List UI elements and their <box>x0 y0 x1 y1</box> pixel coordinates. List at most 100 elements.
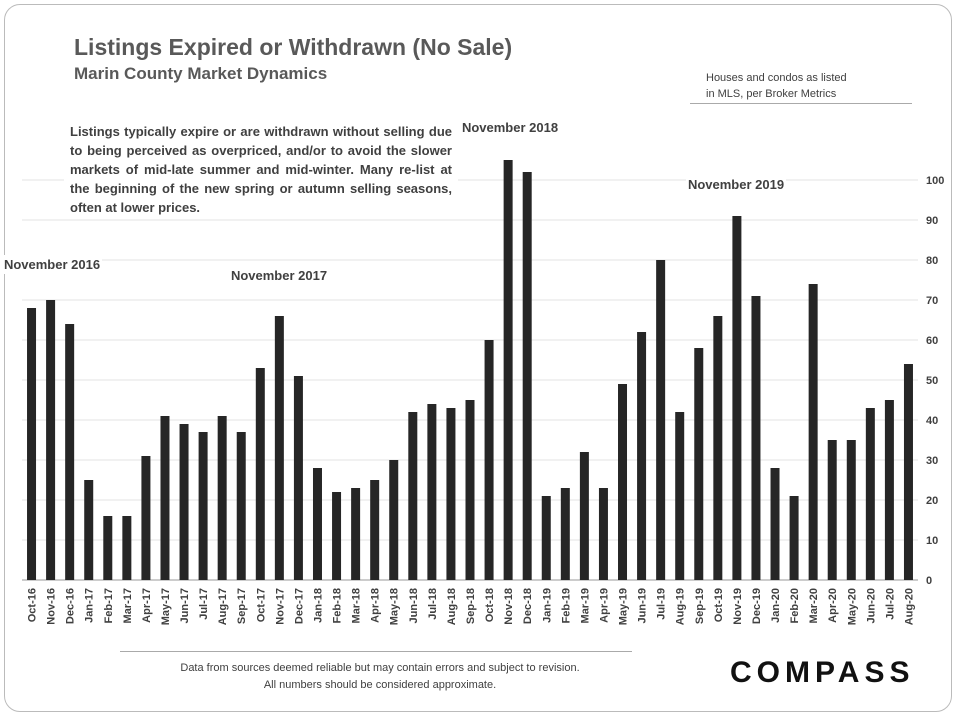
bar <box>713 316 723 580</box>
x-tick-label: Aug-19 <box>675 588 687 625</box>
bar <box>770 468 780 580</box>
x-tick-label: Jan-19 <box>541 588 553 623</box>
bar <box>789 496 799 580</box>
bar <box>312 468 322 580</box>
x-tick-label: Jan-20 <box>770 588 782 623</box>
bar <box>465 400 475 580</box>
bar <box>236 432 246 580</box>
x-tick-label: Feb-18 <box>332 588 344 623</box>
bar <box>332 492 342 580</box>
x-tick-label: May-17 <box>160 588 172 625</box>
x-tick-label: Dec-18 <box>522 588 534 624</box>
bar <box>903 364 913 580</box>
y-tick-label: 90 <box>926 215 938 227</box>
bar <box>560 488 570 580</box>
bar <box>865 408 875 580</box>
x-tick-label: Jun-20 <box>865 588 877 623</box>
bar <box>103 516 113 580</box>
x-tick-label: Apr-19 <box>598 588 610 623</box>
y-tick-label: 50 <box>926 375 938 387</box>
x-tick-label: Apr-17 <box>141 588 153 623</box>
bar <box>389 460 399 580</box>
x-tick-label: May-19 <box>618 588 630 625</box>
x-tick-label: Nov-19 <box>732 588 744 625</box>
y-tick-label: 10 <box>926 535 938 547</box>
bar <box>808 284 818 580</box>
bar <box>46 300 56 580</box>
footnote: Data from sources deemed reliable but ma… <box>120 660 640 694</box>
bar <box>65 324 75 580</box>
bar <box>618 384 628 580</box>
bar <box>579 452 589 580</box>
x-tick-label: Sep-17 <box>236 588 248 624</box>
y-tick-label: 70 <box>926 295 938 307</box>
x-tick-label: Sep-18 <box>465 588 477 624</box>
y-tick-label: 40 <box>926 415 938 427</box>
rule <box>690 103 912 104</box>
note-line: Houses and condos as listed <box>706 72 847 84</box>
x-tick-label: Jul-19 <box>656 588 668 620</box>
bar <box>675 412 685 580</box>
x-tick-label: Oct-16 <box>27 588 39 622</box>
bar <box>446 408 456 580</box>
footnote-line: Data from sources deemed reliable but ma… <box>180 662 580 674</box>
bar <box>656 260 666 580</box>
bar <box>884 400 894 580</box>
bar <box>84 480 94 580</box>
bar <box>541 496 551 580</box>
bar <box>179 424 189 580</box>
footnote-line: All numbers should be considered approxi… <box>263 679 497 691</box>
bar <box>370 480 380 580</box>
bar <box>751 296 761 580</box>
rule <box>120 651 632 652</box>
bar <box>694 348 704 580</box>
x-tick-label: Nov-17 <box>274 588 286 625</box>
y-tick-label: 60 <box>926 335 938 347</box>
x-tick-label: Jul-20 <box>884 588 896 620</box>
x-tick-label: Jun-18 <box>408 588 420 623</box>
x-tick-label: Mar-19 <box>579 588 591 623</box>
annotation: November 2019 <box>686 175 786 194</box>
x-tick-label: Aug-20 <box>903 588 915 625</box>
x-tick-label: Dec-19 <box>751 588 763 624</box>
x-tick-label: Jun-19 <box>637 588 649 623</box>
bar <box>217 416 227 580</box>
brand-logo: COMPASS <box>730 656 915 689</box>
x-tick-label: Jan-17 <box>84 588 96 623</box>
x-tick-label: May-20 <box>846 588 858 625</box>
x-tick-label: Jun-17 <box>179 588 191 623</box>
bar <box>598 488 608 580</box>
bar <box>732 216 742 580</box>
x-tick-label: Mar-20 <box>808 588 820 623</box>
bar <box>427 404 437 580</box>
note-line: in MLS, per Broker Metrics <box>706 88 837 100</box>
bar <box>122 516 132 580</box>
x-tick-label: Mar-17 <box>122 588 134 623</box>
x-tick-label: Mar-18 <box>351 588 363 623</box>
chart-subtitle: Marin County Market Dynamics <box>74 64 328 83</box>
bar <box>274 316 284 580</box>
x-tick-label: Nov-16 <box>46 588 58 625</box>
bar <box>160 416 170 580</box>
x-tick-label: Oct-18 <box>484 588 496 622</box>
bar <box>827 440 837 580</box>
y-tick-label: 100 <box>926 175 944 187</box>
x-tick-label: Oct-19 <box>713 588 725 622</box>
x-tick-label: Nov-18 <box>503 588 515 625</box>
x-tick-label: Aug-17 <box>217 588 229 625</box>
bar <box>484 340 494 580</box>
x-tick-label: May-18 <box>389 588 401 625</box>
bar <box>503 160 513 580</box>
source-note: Houses and condos as listed in MLS, per … <box>706 70 847 102</box>
annotation: November 2018 <box>460 118 560 137</box>
x-tick-label: Feb-19 <box>560 588 572 623</box>
x-tick-label: Dec-17 <box>293 588 305 624</box>
bar <box>141 456 151 580</box>
x-tick-label: Sep-19 <box>694 588 706 624</box>
x-tick-label: Jan-18 <box>312 588 324 623</box>
bar <box>846 440 856 580</box>
chart-title: Listings Expired or Withdrawn (No Sale) <box>74 34 513 60</box>
x-tick-label: Feb-20 <box>789 588 801 623</box>
bar <box>293 376 303 580</box>
